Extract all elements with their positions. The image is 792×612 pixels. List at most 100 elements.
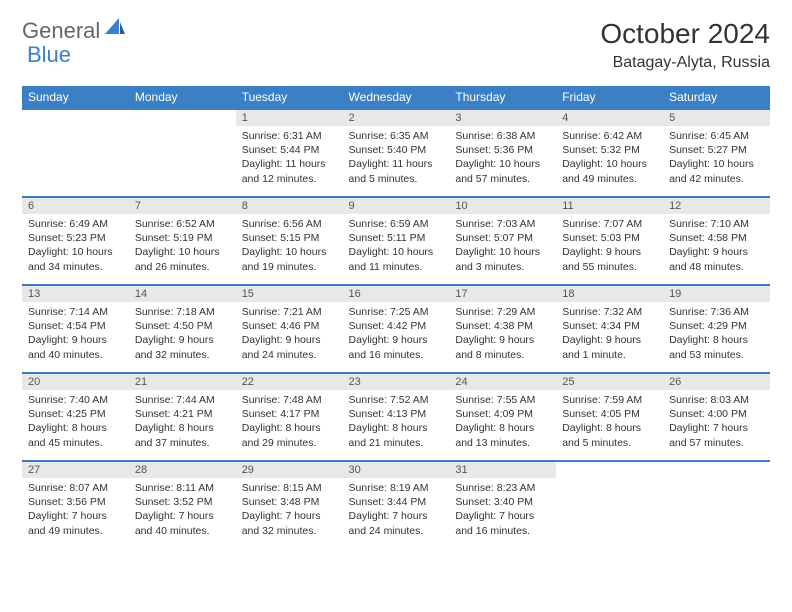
daylight-line: Daylight: 9 hours and 8 minutes. <box>455 333 550 361</box>
sunrise-line: Sunrise: 7:03 AM <box>455 217 550 231</box>
day-info: Sunrise: 7:10 AMSunset: 4:58 PMDaylight:… <box>663 214 770 277</box>
sunrise-line: Sunrise: 6:38 AM <box>455 129 550 143</box>
sunrise-line: Sunrise: 7:10 AM <box>669 217 764 231</box>
calendar-day-cell: 7Sunrise: 6:52 AMSunset: 5:19 PMDaylight… <box>129 197 236 285</box>
month-title: October 2024 <box>600 18 770 50</box>
daylight-line: Daylight: 8 hours and 45 minutes. <box>28 421 123 449</box>
daylight-line: Daylight: 8 hours and 53 minutes. <box>669 333 764 361</box>
day-number: 9 <box>343 198 450 214</box>
sunrise-line: Sunrise: 8:19 AM <box>349 481 444 495</box>
day-number: 18 <box>556 286 663 302</box>
day-number: 2 <box>343 110 450 126</box>
calendar-day-cell: 18Sunrise: 7:32 AMSunset: 4:34 PMDayligh… <box>556 285 663 373</box>
daylight-line: Daylight: 9 hours and 24 minutes. <box>242 333 337 361</box>
day-info: Sunrise: 7:07 AMSunset: 5:03 PMDaylight:… <box>556 214 663 277</box>
sunset-line: Sunset: 4:29 PM <box>669 319 764 333</box>
day-info: Sunrise: 7:48 AMSunset: 4:17 PMDaylight:… <box>236 390 343 453</box>
sunrise-line: Sunrise: 7:14 AM <box>28 305 123 319</box>
sunset-line: Sunset: 4:25 PM <box>28 407 123 421</box>
day-info: Sunrise: 7:29 AMSunset: 4:38 PMDaylight:… <box>449 302 556 365</box>
calendar-day-cell: 31Sunrise: 8:23 AMSunset: 3:40 PMDayligh… <box>449 461 556 549</box>
day-info: Sunrise: 6:31 AMSunset: 5:44 PMDaylight:… <box>236 126 343 189</box>
sunrise-line: Sunrise: 7:32 AM <box>562 305 657 319</box>
sunset-line: Sunset: 3:48 PM <box>242 495 337 509</box>
header: General October 2024 Batagay-Alyta, Russ… <box>22 18 770 72</box>
sunset-line: Sunset: 4:46 PM <box>242 319 337 333</box>
calendar-day-cell: 27Sunrise: 8:07 AMSunset: 3:56 PMDayligh… <box>22 461 129 549</box>
sunrise-line: Sunrise: 6:56 AM <box>242 217 337 231</box>
day-info: Sunrise: 8:03 AMSunset: 4:00 PMDaylight:… <box>663 390 770 453</box>
day-info: Sunrise: 7:21 AMSunset: 4:46 PMDaylight:… <box>236 302 343 365</box>
day-info: Sunrise: 7:40 AMSunset: 4:25 PMDaylight:… <box>22 390 129 453</box>
calendar-day-cell: 26Sunrise: 8:03 AMSunset: 4:00 PMDayligh… <box>663 373 770 461</box>
sunset-line: Sunset: 4:13 PM <box>349 407 444 421</box>
day-number: 6 <box>22 198 129 214</box>
sunset-line: Sunset: 4:05 PM <box>562 407 657 421</box>
day-number: 13 <box>22 286 129 302</box>
daylight-line: Daylight: 7 hours and 57 minutes. <box>669 421 764 449</box>
sunset-line: Sunset: 4:54 PM <box>28 319 123 333</box>
sunrise-line: Sunrise: 8:11 AM <box>135 481 230 495</box>
daylight-line: Daylight: 11 hours and 12 minutes. <box>242 157 337 185</box>
sunrise-line: Sunrise: 7:40 AM <box>28 393 123 407</box>
sunrise-line: Sunrise: 8:03 AM <box>669 393 764 407</box>
calendar-body: ....1Sunrise: 6:31 AMSunset: 5:44 PMDayl… <box>22 109 770 549</box>
daylight-line: Daylight: 9 hours and 32 minutes. <box>135 333 230 361</box>
col-sunday: Sunday <box>22 86 129 109</box>
sunset-line: Sunset: 5:19 PM <box>135 231 230 245</box>
day-header-row: Sunday Monday Tuesday Wednesday Thursday… <box>22 86 770 109</box>
calendar-day-cell: 21Sunrise: 7:44 AMSunset: 4:21 PMDayligh… <box>129 373 236 461</box>
calendar-week-row: 6Sunrise: 6:49 AMSunset: 5:23 PMDaylight… <box>22 197 770 285</box>
sunrise-line: Sunrise: 6:31 AM <box>242 129 337 143</box>
calendar-day-cell: 28Sunrise: 8:11 AMSunset: 3:52 PMDayligh… <box>129 461 236 549</box>
sunset-line: Sunset: 4:21 PM <box>135 407 230 421</box>
day-number: 1 <box>236 110 343 126</box>
daylight-line: Daylight: 10 hours and 57 minutes. <box>455 157 550 185</box>
sunrise-line: Sunrise: 8:15 AM <box>242 481 337 495</box>
calendar-day-cell: 13Sunrise: 7:14 AMSunset: 4:54 PMDayligh… <box>22 285 129 373</box>
day-info: Sunrise: 7:36 AMSunset: 4:29 PMDaylight:… <box>663 302 770 365</box>
calendar-day-cell: 17Sunrise: 7:29 AMSunset: 4:38 PMDayligh… <box>449 285 556 373</box>
sunset-line: Sunset: 5:32 PM <box>562 143 657 157</box>
calendar-day-cell: 29Sunrise: 8:15 AMSunset: 3:48 PMDayligh… <box>236 461 343 549</box>
calendar-day-cell: 25Sunrise: 7:59 AMSunset: 4:05 PMDayligh… <box>556 373 663 461</box>
sunrise-line: Sunrise: 7:59 AM <box>562 393 657 407</box>
sunset-line: Sunset: 4:17 PM <box>242 407 337 421</box>
calendar-week-row: ....1Sunrise: 6:31 AMSunset: 5:44 PMDayl… <box>22 109 770 197</box>
sunrise-line: Sunrise: 7:36 AM <box>669 305 764 319</box>
day-info: Sunrise: 6:52 AMSunset: 5:19 PMDaylight:… <box>129 214 236 277</box>
day-info: Sunrise: 6:38 AMSunset: 5:36 PMDaylight:… <box>449 126 556 189</box>
col-saturday: Saturday <box>663 86 770 109</box>
day-number: 8 <box>236 198 343 214</box>
calendar-day-cell: .. <box>663 461 770 549</box>
sunset-line: Sunset: 4:09 PM <box>455 407 550 421</box>
sunrise-line: Sunrise: 6:42 AM <box>562 129 657 143</box>
calendar-day-cell: 15Sunrise: 7:21 AMSunset: 4:46 PMDayligh… <box>236 285 343 373</box>
sunrise-line: Sunrise: 7:07 AM <box>562 217 657 231</box>
daylight-line: Daylight: 10 hours and 34 minutes. <box>28 245 123 273</box>
col-monday: Monday <box>129 86 236 109</box>
sunrise-line: Sunrise: 8:07 AM <box>28 481 123 495</box>
day-info: Sunrise: 7:18 AMSunset: 4:50 PMDaylight:… <box>129 302 236 365</box>
day-number: 14 <box>129 286 236 302</box>
sunset-line: Sunset: 4:58 PM <box>669 231 764 245</box>
day-number: 4 <box>556 110 663 126</box>
sunset-line: Sunset: 3:44 PM <box>349 495 444 509</box>
sunset-line: Sunset: 5:40 PM <box>349 143 444 157</box>
sunrise-line: Sunrise: 7:18 AM <box>135 305 230 319</box>
sunset-line: Sunset: 4:00 PM <box>669 407 764 421</box>
daylight-line: Daylight: 10 hours and 11 minutes. <box>349 245 444 273</box>
day-info: Sunrise: 6:45 AMSunset: 5:27 PMDaylight:… <box>663 126 770 189</box>
day-info: Sunrise: 6:42 AMSunset: 5:32 PMDaylight:… <box>556 126 663 189</box>
daylight-line: Daylight: 10 hours and 19 minutes. <box>242 245 337 273</box>
day-number: 12 <box>663 198 770 214</box>
sunrise-line: Sunrise: 7:29 AM <box>455 305 550 319</box>
sunset-line: Sunset: 5:11 PM <box>349 231 444 245</box>
sunset-line: Sunset: 3:56 PM <box>28 495 123 509</box>
day-number: 28 <box>129 462 236 478</box>
calendar-day-cell: 3Sunrise: 6:38 AMSunset: 5:36 PMDaylight… <box>449 109 556 197</box>
day-info: Sunrise: 7:03 AMSunset: 5:07 PMDaylight:… <box>449 214 556 277</box>
calendar-day-cell: 30Sunrise: 8:19 AMSunset: 3:44 PMDayligh… <box>343 461 450 549</box>
sunset-line: Sunset: 4:50 PM <box>135 319 230 333</box>
sunrise-line: Sunrise: 7:25 AM <box>349 305 444 319</box>
